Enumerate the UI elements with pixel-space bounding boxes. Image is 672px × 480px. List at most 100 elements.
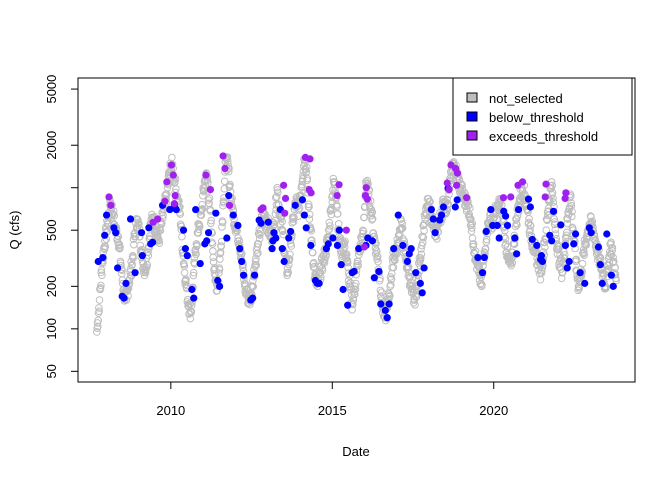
point-below-threshold (278, 245, 286, 253)
point-not-selected (129, 254, 137, 262)
point-not-selected (253, 243, 262, 251)
point-exceeds-threshold (306, 155, 314, 163)
point-exceeds-threshold (542, 180, 550, 188)
point-not-selected (609, 258, 617, 267)
point-not-selected (416, 254, 425, 262)
point-below-threshold (112, 229, 120, 237)
point-below-threshold (503, 221, 512, 230)
point-not-selected (171, 178, 179, 186)
point-not-selected (110, 211, 119, 220)
point-below-threshold (145, 224, 153, 232)
point-not-selected (565, 203, 574, 211)
y-tick-label: 200 (44, 275, 59, 297)
point-below-threshold (137, 229, 146, 237)
point-not-selected (374, 257, 382, 266)
point-exceeds-threshold (202, 171, 210, 179)
point-exceeds-threshold (107, 201, 115, 209)
point-not-selected (574, 286, 582, 295)
point-below-threshold (526, 203, 534, 211)
point-below-threshold (607, 271, 615, 279)
point-not-selected (192, 250, 200, 259)
point-exceeds-threshold (154, 215, 162, 223)
point-not-selected (612, 276, 620, 285)
point-below-threshold (437, 211, 446, 219)
point-not-selected (193, 241, 201, 249)
x-tick-label: 2020 (479, 403, 508, 418)
point-not-selected (286, 250, 294, 259)
point-below-threshold (420, 264, 428, 272)
point-not-selected (199, 187, 208, 196)
point-not-selected (187, 301, 196, 310)
point-not-selected (359, 227, 368, 236)
point-not-selected (204, 179, 212, 187)
point-not-selected (538, 266, 546, 275)
point-below-threshold (344, 301, 352, 309)
point-not-selected (97, 268, 106, 277)
point-below-threshold (315, 279, 323, 287)
point-below-threshold (287, 227, 295, 236)
point-exceeds-threshold (167, 161, 176, 169)
point-not-selected (309, 258, 318, 267)
point-not-selected (290, 213, 298, 222)
point-exceeds-threshold (170, 200, 178, 208)
point-not-selected (373, 252, 382, 261)
point-not-selected (176, 210, 185, 218)
point-not-selected (392, 250, 401, 259)
point-not-selected (562, 228, 571, 237)
point-not-selected (361, 202, 369, 211)
legend-label-not-selected: not_selected (489, 91, 563, 106)
point-not-selected (114, 244, 123, 252)
point-below-threshold (511, 234, 519, 242)
point-not-selected (588, 217, 597, 226)
point-below-threshold (188, 285, 196, 294)
point-not-selected (352, 279, 360, 288)
point-not-selected (551, 225, 560, 234)
point-not-selected (220, 177, 229, 186)
point-not-selected (554, 245, 563, 254)
point-below-threshold (538, 257, 547, 266)
point-below-threshold (390, 245, 398, 253)
point-not-selected (551, 218, 559, 226)
x-axis: 2010 2015 2020 (156, 382, 508, 418)
point-exceeds-threshold (518, 178, 527, 186)
point-not-selected (567, 201, 576, 210)
point-below-threshold (302, 224, 310, 232)
point-not-selected (351, 282, 359, 291)
point-below-threshold (394, 211, 402, 219)
point-not-selected (387, 275, 396, 283)
point-below-threshold (370, 274, 378, 282)
point-not-selected (100, 245, 109, 253)
point-not-selected (143, 261, 152, 269)
point-below-threshold (229, 211, 237, 219)
point-not-selected (513, 221, 521, 229)
point-below-threshold (474, 253, 482, 262)
point-below-threshold (350, 267, 358, 276)
point-not-selected (326, 222, 334, 230)
point-below-threshold (324, 240, 332, 248)
y-axis: 50 100 200 500 2000 5000 (44, 75, 78, 379)
point-not-selected (255, 234, 264, 243)
point-not-selected (608, 243, 617, 252)
point-below-threshold (598, 279, 606, 287)
point-exceeds-threshold (453, 169, 462, 177)
point-exceeds-threshold (363, 195, 371, 203)
point-exceeds-threshold (169, 171, 177, 179)
y-tick-label: 100 (44, 318, 59, 340)
point-not-selected (198, 191, 207, 200)
point-not-selected (411, 301, 419, 309)
point-below-threshold (594, 243, 603, 251)
legend-swatch-below-threshold (466, 111, 478, 122)
point-not-selected (419, 233, 428, 242)
point-not-selected (595, 253, 604, 261)
point-not-selected (343, 258, 352, 267)
point-not-selected (418, 238, 427, 247)
point-not-selected (95, 296, 104, 304)
point-not-selected (412, 292, 421, 301)
point-not-selected (305, 215, 314, 223)
point-not-selected (537, 269, 546, 277)
point-not-selected (102, 222, 110, 231)
point-not-selected (217, 242, 226, 251)
point-below-threshold (234, 221, 242, 230)
point-not-selected (580, 251, 589, 259)
point-not-selected (526, 226, 534, 234)
